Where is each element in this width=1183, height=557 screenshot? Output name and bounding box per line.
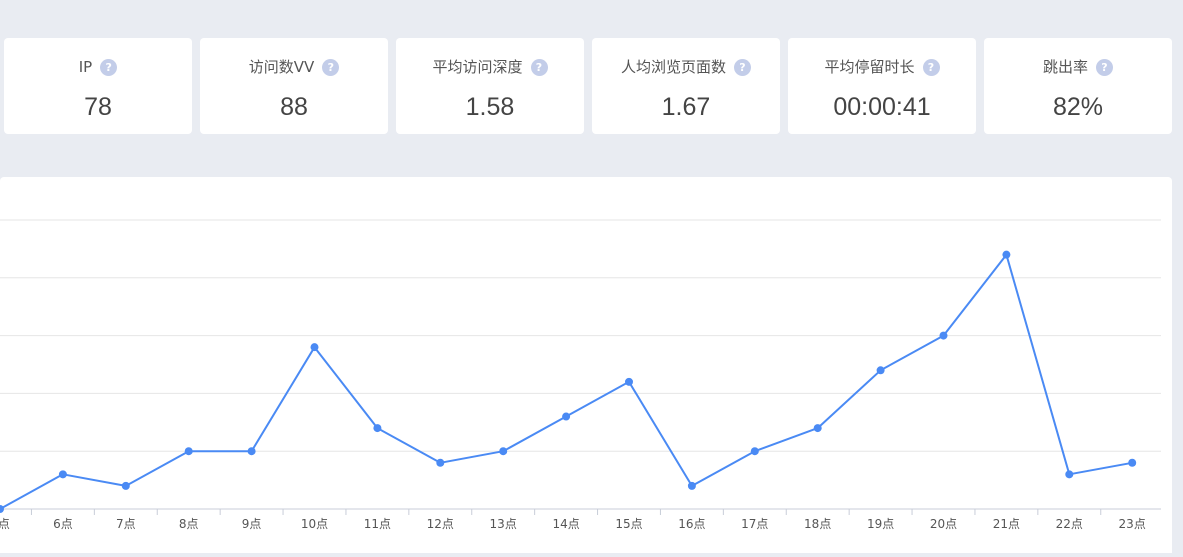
stat-value: 1.67 — [661, 93, 711, 121]
data-point — [58, 470, 67, 479]
x-tick-label: 7点 — [116, 517, 136, 531]
x-tick-label: 18点 — [804, 517, 831, 531]
stat-card-avg-depth: 平均访问深度 ? 1.58 — [396, 38, 584, 134]
stat-card-bounce-rate: 跳出率 ? 82% — [984, 38, 1172, 134]
x-tick-label: 8点 — [179, 517, 199, 531]
data-point — [625, 377, 633, 386]
stat-card-avg-duration: 平均停留时长 ? 00:00:41 — [788, 38, 976, 134]
stats-row: IP ? 78 访问数VV ? 88 平均访问深度 ? 1.58 人均浏览页面数… — [0, 0, 1183, 140]
help-icon[interactable]: ? — [322, 58, 340, 76]
x-tick-label: 19点 — [867, 517, 894, 531]
stat-value: 78 — [84, 93, 112, 121]
stat-label: 平均访问深度 — [432, 58, 523, 76]
data-point — [436, 458, 445, 467]
chart-panel: 5点 6点 7点 8点 9点 10点 11点 12点 13点 14点 15点 16点 17点 18点 19点… — [0, 177, 1172, 553]
x-tick-label: 17点 — [741, 517, 768, 531]
data-point — [373, 424, 382, 433]
data-point — [687, 481, 696, 490]
data-point — [562, 412, 571, 421]
x-tick-label: 6点 — [53, 517, 73, 531]
help-icon[interactable]: ? — [530, 58, 548, 76]
stat-value: 88 — [280, 93, 308, 121]
stat-card-ip: IP ? 78 — [4, 38, 192, 134]
x-tick-label: 21点 — [993, 517, 1020, 531]
x-tick-label: 9点 — [242, 517, 262, 531]
x-tick-label: 14点 — [552, 517, 579, 531]
stat-label: 跳出率 — [1042, 58, 1088, 76]
help-icon[interactable]: ? — [1096, 58, 1113, 76]
stat-label: 访问数VV — [248, 58, 315, 76]
x-tick-label: 10点 — [301, 517, 328, 531]
data-point — [121, 481, 130, 490]
stat-label: 平均停留时长 — [824, 58, 915, 76]
help-icon[interactable]: ? — [100, 58, 118, 76]
stat-label: 人均浏览页面数 — [620, 58, 726, 76]
x-tick-label: 11点 — [364, 517, 391, 531]
x-tick-label: 23点 — [1119, 517, 1146, 531]
x-tick-label: 13点 — [490, 517, 517, 531]
stat-label: IP — [78, 58, 93, 76]
series-line — [0, 253, 1133, 510]
help-icon[interactable]: ? — [734, 58, 751, 76]
line-chart: 5点 6点 7点 8点 9点 10点 11点 12点 13点 14点 15点 16点 17点 18点 19点… — [0, 219, 1161, 531]
x-tick-label: 12点 — [427, 517, 454, 531]
stat-card-vv: 访问数VV ? 88 — [200, 38, 388, 134]
stat-value: 1.58 — [465, 93, 515, 121]
help-icon[interactable]: ? — [922, 58, 940, 76]
data-point — [750, 447, 759, 456]
data-point — [499, 447, 508, 456]
data-point — [184, 447, 193, 456]
data-point — [310, 343, 319, 352]
x-tick-label: 5点 — [0, 517, 10, 531]
data-point — [0, 505, 4, 513]
stat-card-pages-per-user: 人均浏览页面数 ? 1.67 — [592, 38, 780, 134]
data-point — [1065, 470, 1074, 479]
x-tick-label: 15点 — [615, 517, 642, 531]
x-tick-label: 20点 — [930, 517, 957, 531]
data-point — [813, 424, 822, 433]
data-point — [247, 447, 256, 456]
x-tick-label: 16点 — [678, 517, 705, 531]
stat-value: 00:00:41 — [833, 93, 931, 121]
stat-value: 82% — [1052, 93, 1104, 121]
data-point — [1128, 458, 1137, 467]
data-point — [1002, 250, 1011, 259]
x-tick-label: 22点 — [1056, 517, 1083, 531]
data-point — [876, 366, 885, 375]
data-point — [939, 331, 948, 340]
